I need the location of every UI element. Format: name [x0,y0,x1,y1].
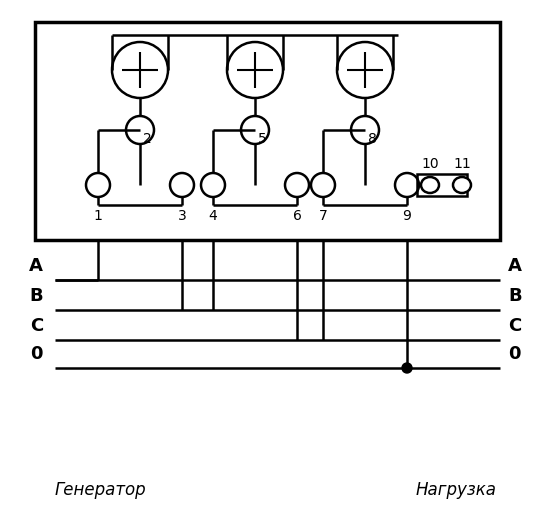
Circle shape [402,363,412,373]
Text: 0: 0 [30,345,43,363]
Text: 4: 4 [209,209,217,223]
Text: 1: 1 [93,209,103,223]
Text: C: C [508,317,521,335]
Text: B: B [29,287,43,305]
Text: Генератор: Генератор [55,481,147,499]
Text: C: C [30,317,43,335]
Text: 5: 5 [258,132,267,146]
Text: Нагрузка: Нагрузка [416,481,497,499]
Text: 10: 10 [421,157,439,171]
Text: 3: 3 [178,209,187,223]
Text: 7: 7 [319,209,327,223]
Text: B: B [508,287,522,305]
Text: 0: 0 [508,345,521,363]
Ellipse shape [421,177,439,193]
Text: 8: 8 [368,132,377,146]
Text: 9: 9 [402,209,411,223]
Text: 2: 2 [143,132,152,146]
Text: 6: 6 [293,209,301,223]
Ellipse shape [453,177,471,193]
Text: A: A [508,257,522,275]
Bar [417,174,467,196]
Text: 11: 11 [453,157,471,171]
Bar [35,22,500,240]
Text: A: A [29,257,43,275]
